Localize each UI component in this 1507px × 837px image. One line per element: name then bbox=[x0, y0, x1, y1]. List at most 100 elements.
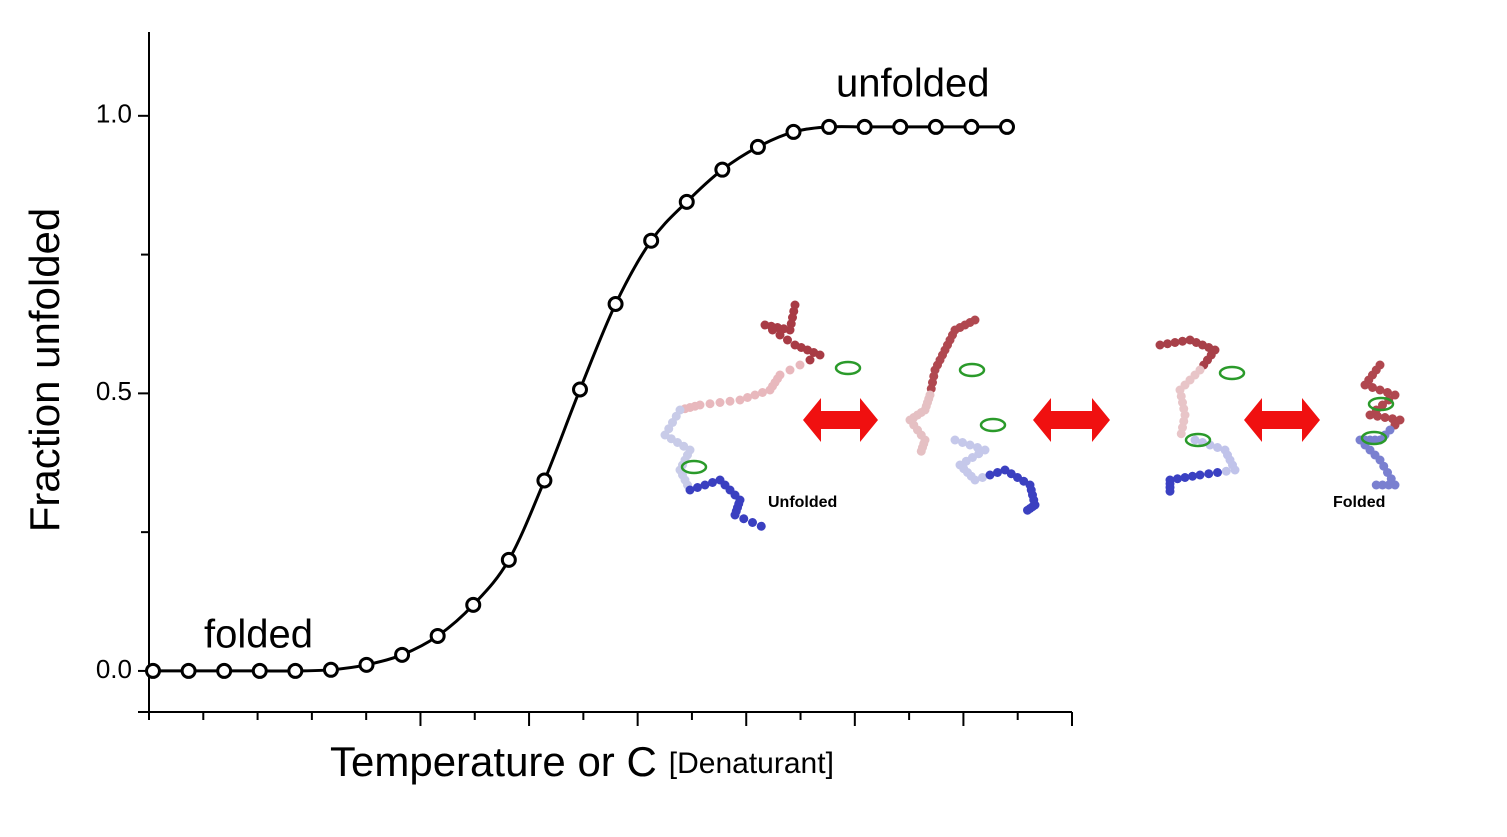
bead bbox=[768, 325, 777, 335]
bead bbox=[785, 365, 795, 375]
bead bbox=[916, 446, 926, 456]
bead bbox=[1360, 380, 1370, 390]
bead bbox=[783, 335, 792, 345]
ligand bbox=[834, 360, 862, 376]
bead bbox=[1204, 469, 1214, 479]
data-point bbox=[358, 656, 375, 673]
bead bbox=[1188, 471, 1197, 481]
data-point bbox=[572, 381, 588, 398]
x-axis-label-main: Temperature or C bbox=[330, 738, 657, 785]
annotation: folded bbox=[204, 613, 313, 657]
y-tick-label: 0.0 bbox=[96, 654, 132, 684]
y-tick-label: 1.0 bbox=[96, 99, 132, 129]
bead bbox=[1165, 486, 1175, 496]
data-point bbox=[892, 118, 909, 135]
bead bbox=[970, 475, 980, 485]
data-point bbox=[999, 118, 1015, 135]
curve bbox=[153, 125, 1007, 673]
y-axis-label: Fraction unfolded bbox=[21, 208, 68, 533]
bead bbox=[978, 473, 987, 482]
bead bbox=[1390, 480, 1400, 490]
bead bbox=[1383, 388, 1392, 397]
bead bbox=[739, 514, 749, 524]
data-point bbox=[287, 662, 304, 679]
ligand bbox=[958, 362, 986, 378]
ligand bbox=[680, 459, 708, 475]
bead bbox=[993, 468, 1002, 477]
image-label: Folded bbox=[1333, 494, 1385, 511]
bead bbox=[748, 518, 757, 527]
data-point bbox=[536, 472, 553, 489]
data-point bbox=[465, 596, 482, 613]
ligand bbox=[1367, 396, 1395, 412]
bead bbox=[1230, 465, 1240, 475]
bead bbox=[756, 521, 766, 531]
bead bbox=[1170, 338, 1180, 347]
bead bbox=[815, 350, 825, 360]
image-label: Unfolded bbox=[768, 494, 837, 511]
data-point bbox=[785, 123, 802, 140]
bead bbox=[775, 330, 785, 340]
data-point bbox=[607, 296, 624, 312]
bead bbox=[1023, 505, 1032, 515]
bead bbox=[760, 320, 770, 330]
bead bbox=[1176, 429, 1186, 439]
bead bbox=[1371, 480, 1381, 490]
bead bbox=[1378, 400, 1387, 410]
data-point bbox=[963, 118, 980, 135]
data-point bbox=[394, 646, 411, 663]
bead bbox=[958, 438, 967, 447]
bead bbox=[795, 360, 805, 370]
bead bbox=[1195, 470, 1205, 480]
bead bbox=[1380, 413, 1390, 422]
x-axis-label-sub: [Denaturant] bbox=[669, 747, 834, 780]
bead bbox=[1378, 480, 1387, 490]
data-point bbox=[714, 161, 731, 178]
data-point bbox=[322, 661, 339, 678]
bead bbox=[1221, 466, 1231, 476]
bead bbox=[1178, 336, 1187, 346]
bead bbox=[1390, 390, 1400, 400]
bead bbox=[1173, 474, 1182, 484]
bead bbox=[1180, 473, 1190, 482]
bead bbox=[735, 395, 745, 405]
data-point bbox=[856, 118, 873, 135]
bead bbox=[1190, 435, 1200, 445]
ligand bbox=[1218, 365, 1246, 381]
bead bbox=[730, 510, 740, 520]
ligand bbox=[1360, 430, 1388, 446]
ligand bbox=[1184, 432, 1212, 448]
bead bbox=[715, 398, 725, 407]
bead bbox=[1368, 383, 1377, 392]
ligand bbox=[979, 417, 1007, 433]
bead bbox=[805, 355, 815, 365]
bead bbox=[1163, 339, 1172, 349]
bead bbox=[750, 390, 760, 400]
data-point bbox=[643, 232, 660, 249]
data-point bbox=[145, 662, 161, 679]
data-point bbox=[429, 627, 446, 644]
bead bbox=[765, 385, 775, 395]
bead bbox=[1213, 443, 1222, 452]
bead bbox=[725, 396, 735, 406]
bead bbox=[1373, 411, 1382, 421]
bead bbox=[985, 470, 995, 480]
bead bbox=[700, 480, 710, 490]
data-point bbox=[749, 138, 766, 155]
annotation: unfolded bbox=[836, 62, 989, 106]
data-point bbox=[678, 193, 695, 210]
bead bbox=[705, 399, 715, 409]
data-point bbox=[927, 118, 944, 135]
bead bbox=[1384, 480, 1394, 490]
bead bbox=[693, 483, 702, 492]
x-axis-label: Temperature or C [Denaturant] bbox=[330, 738, 834, 785]
double-arrow bbox=[1244, 398, 1320, 442]
bead bbox=[743, 393, 752, 402]
bead bbox=[708, 478, 717, 487]
protein-illustrations: Unfolded Folded bbox=[660, 300, 1405, 531]
double-arrow bbox=[1033, 398, 1110, 442]
bead bbox=[758, 388, 767, 397]
bead bbox=[685, 485, 695, 495]
bead bbox=[1155, 340, 1165, 350]
